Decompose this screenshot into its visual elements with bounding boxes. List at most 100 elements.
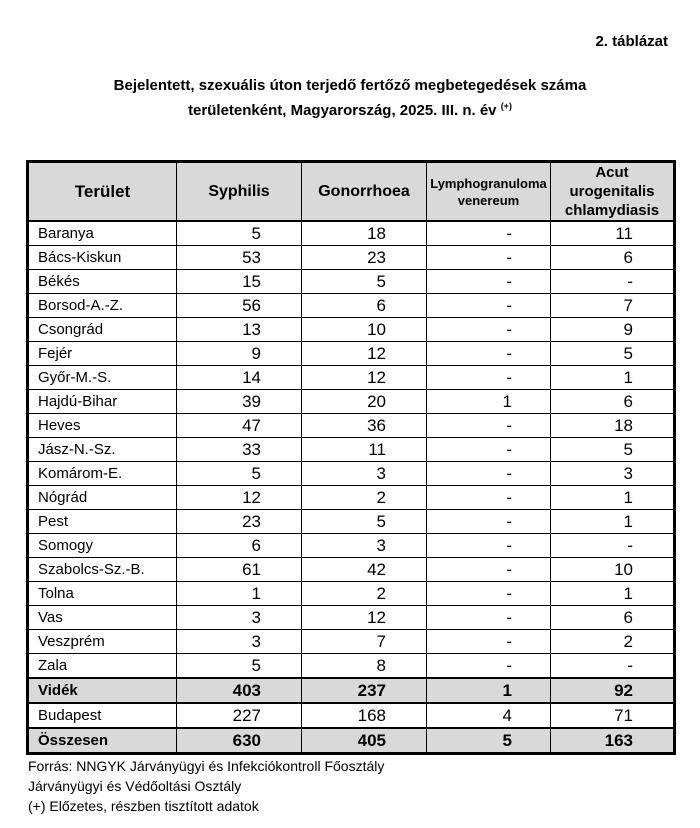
table-row: Szabolcs-Sz.-B. 61 42-10: [27, 557, 675, 582]
value-cell: 8: [301, 653, 427, 679]
value-cell: -: [550, 653, 675, 679]
header-row: Terület Syphilis Gonorrhoea Lymphogranul…: [27, 161, 675, 222]
value-cell: 11: [550, 220, 675, 246]
region-cell: Baranya: [27, 220, 177, 246]
value-cell: 5: [550, 341, 675, 366]
value-cell: 23: [176, 509, 302, 534]
table-row: Csongrád 13 10-9: [27, 317, 675, 342]
table-row: Nógrád 12 2-1: [27, 485, 675, 510]
table-row: Pest 23 5-1: [27, 509, 675, 534]
header-syphilis: Syphilis: [176, 161, 302, 222]
header-terulet: Terület: [27, 161, 177, 222]
table-row: Somogy 6 3- -: [27, 533, 675, 558]
value-cell: 6: [550, 605, 675, 630]
region-cell: Összesen: [27, 727, 177, 754]
value-cell: 11: [301, 437, 427, 462]
value-cell: -: [426, 293, 551, 318]
total-row: Vidék 403 237 1 92: [27, 677, 675, 704]
value-cell: 405: [301, 727, 427, 754]
value-cell: 23: [301, 245, 427, 270]
value-cell: 168: [301, 702, 427, 729]
table-row: Tolna 1 2-1: [27, 581, 675, 606]
value-cell: 227: [176, 702, 302, 729]
region-cell: Fejér: [27, 341, 177, 366]
value-cell: 12: [301, 341, 427, 366]
region-cell: Borsod-A.-Z.: [27, 293, 177, 318]
region-cell: Nógrád: [27, 485, 177, 510]
value-cell: 1: [550, 365, 675, 390]
table-row: Hajdú-Bihar 39 20 1 6: [27, 389, 675, 414]
value-cell: 13: [176, 317, 302, 342]
value-cell: 2: [301, 485, 427, 510]
value-cell: 5: [176, 220, 302, 246]
title-line-1: Bejelentett, szexuális úton terjedő fert…: [113, 77, 587, 94]
value-cell: 1: [176, 581, 302, 606]
value-cell: -: [426, 461, 551, 486]
value-cell: -: [550, 533, 675, 558]
value-cell: 5: [176, 653, 302, 679]
value-cell: 7: [550, 293, 675, 318]
value-cell: 4: [426, 702, 551, 729]
value-cell: 47: [176, 413, 302, 438]
value-cell: 9: [550, 317, 675, 342]
value-cell: -: [426, 317, 551, 342]
value-cell: 92: [550, 677, 675, 704]
value-cell: -: [426, 437, 551, 462]
value-cell: 237: [301, 677, 427, 704]
value-cell: -: [426, 413, 551, 438]
value-cell: 71: [550, 702, 675, 729]
value-cell: 10: [301, 317, 427, 342]
value-cell: -: [426, 341, 551, 366]
table-row: Zala 5 8- -: [27, 653, 675, 679]
table-number: 2. táblázat: [595, 33, 668, 50]
table-row: Bács-Kiskun 53 23-6: [27, 245, 675, 270]
footer: Forrás: NNGYK Járványügyi és Infekciókon…: [28, 756, 384, 816]
value-cell: 12: [176, 485, 302, 510]
value-cell: 20: [301, 389, 427, 414]
value-cell: -: [426, 269, 551, 294]
value-cell: 6: [176, 533, 302, 558]
region-cell: Vas: [27, 605, 177, 630]
value-cell: -: [426, 557, 551, 582]
value-cell: -: [426, 605, 551, 630]
region-cell: Komárom-E.: [27, 461, 177, 486]
value-cell: 163: [550, 727, 675, 754]
value-cell: -: [426, 220, 551, 246]
value-cell: 6: [550, 245, 675, 270]
value-cell: 6: [550, 389, 675, 414]
table-row: Veszprém 3 7-2: [27, 629, 675, 654]
title-note: (+): [500, 101, 512, 111]
table-row: Budapest 227 168 4 71: [27, 702, 675, 729]
table-row: Jász-N.-Sz. 33 11-5: [27, 437, 675, 462]
value-cell: 1: [550, 581, 675, 606]
value-cell: -: [426, 629, 551, 654]
value-cell: -: [426, 653, 551, 679]
region-cell: Győr-M.-S.: [27, 365, 177, 390]
header-chlamydiasis: Acut urogenitalis chlamydiasis: [550, 161, 675, 222]
footer-note: (+) Előzetes, részben tisztított adatok: [28, 798, 259, 814]
region-cell: Somogy: [27, 533, 177, 558]
footer-department: Járványügyi és Védőoltási Osztály: [28, 778, 242, 794]
value-cell: 53: [176, 245, 302, 270]
region-cell: Budapest: [27, 702, 177, 729]
value-cell: 5: [550, 437, 675, 462]
table-row: Baranya 5 18-11: [27, 220, 675, 246]
header-lgv-1: Lymphogranuloma: [430, 175, 547, 191]
value-cell: -: [426, 581, 551, 606]
value-cell: 9: [176, 341, 302, 366]
value-cell: 61: [176, 557, 302, 582]
region-cell: Hajdú-Bihar: [27, 389, 177, 414]
header-lgv: Lymphogranuloma venereum: [426, 161, 551, 222]
value-cell: 5: [301, 509, 427, 534]
region-cell: Csongrád: [27, 317, 177, 342]
value-cell: 1: [550, 509, 675, 534]
data-table: Terület Syphilis Gonorrhoea Lymphogranul…: [26, 160, 676, 755]
footer-source: Forrás: NNGYK Járványügyi és Infekciókon…: [28, 758, 385, 774]
table-row: Komárom-E. 5 3-3: [27, 461, 675, 486]
value-cell: 3: [301, 461, 427, 486]
value-cell: 403: [176, 677, 302, 704]
value-cell: 6: [301, 293, 427, 318]
value-cell: -: [550, 269, 675, 294]
value-cell: 12: [301, 365, 427, 390]
value-cell: 2: [550, 629, 675, 654]
